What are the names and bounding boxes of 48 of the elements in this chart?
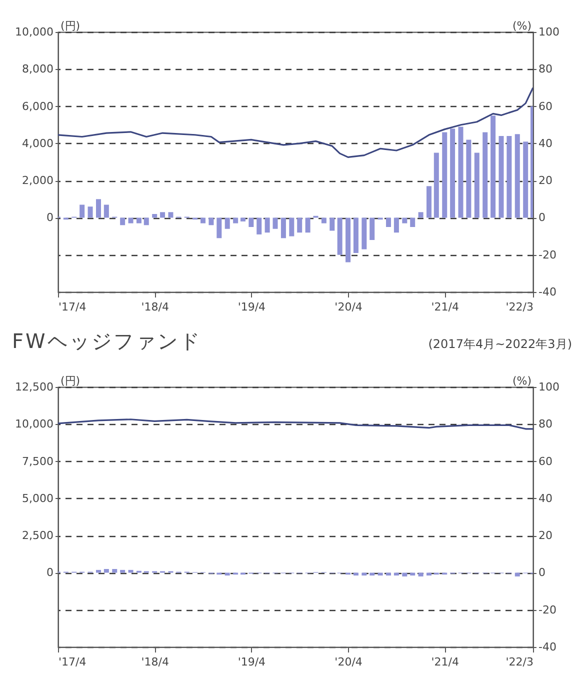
y2-tick-label: 40	[538, 492, 552, 505]
y-tick-label: 8,000	[22, 62, 54, 76]
y2-tick-label: 80	[538, 418, 552, 431]
y-tick-label: 2,500	[22, 529, 54, 542]
y2-tick-label: 40	[538, 136, 552, 150]
y2-tick-label: 20	[538, 174, 552, 188]
y2-tick-label: 0	[538, 566, 546, 580]
y-tick-label: 5,000	[22, 492, 54, 505]
y2-tick-label: 80	[538, 62, 552, 76]
y2-axis-title: (%)	[512, 20, 532, 32]
y-tick-label: 4,000	[22, 136, 54, 150]
y-tick-label: 6,000	[22, 100, 54, 113]
y2-tick-label: 60	[538, 100, 552, 113]
y2-tick-label: -40	[538, 640, 556, 654]
line-series	[58, 418, 533, 430]
y2-tick-label: -20	[538, 603, 556, 616]
y2-tick-label: 100	[538, 26, 560, 38]
x-tick-label: '18/4	[141, 300, 169, 314]
x-tick-label: '21/4	[431, 300, 459, 314]
x-tick-label: '22/3	[506, 656, 534, 668]
y-axis-title: (円)	[60, 374, 80, 388]
x-tick-label: '19/4	[238, 656, 266, 668]
x-tick-label: '20/4	[334, 300, 362, 314]
x-tick-label: '17/4	[58, 656, 86, 668]
y-tick-label: 2,000	[22, 174, 54, 188]
chart-subtitle: (2017年4月~2022年3月)	[428, 336, 572, 353]
x-tick-label: '21/4	[431, 656, 459, 668]
y2-tick-label: 100	[538, 380, 560, 394]
y-tick-label: 0	[46, 566, 54, 580]
y2-tick-label: -40	[538, 286, 556, 298]
y-tick-label: 0	[46, 211, 54, 224]
y2-tick-label: 60	[538, 454, 552, 468]
x-tick-label: '17/4	[58, 300, 86, 314]
y-axis-title: (円)	[60, 20, 80, 32]
x-tick-label: '22/3	[506, 300, 534, 314]
x-tick-label: '19/4	[238, 300, 266, 314]
x-tick-label: '20/4	[334, 656, 362, 668]
x-tick-label: '18/4	[141, 656, 169, 668]
y2-tick-label: 0	[538, 211, 546, 224]
y-tick-label: 10,000	[15, 418, 54, 431]
chart-title: FWヘッジファンド	[12, 328, 202, 355]
line-series	[58, 86, 533, 158]
y2-axis-title: (%)	[512, 374, 532, 388]
y2-tick-label: -20	[538, 248, 556, 262]
y-tick-label: 10,000	[15, 26, 54, 38]
y2-tick-label: 20	[538, 529, 552, 542]
y-tick-label: 7,500	[22, 454, 54, 468]
y-tick-label: 12,500	[15, 380, 54, 394]
